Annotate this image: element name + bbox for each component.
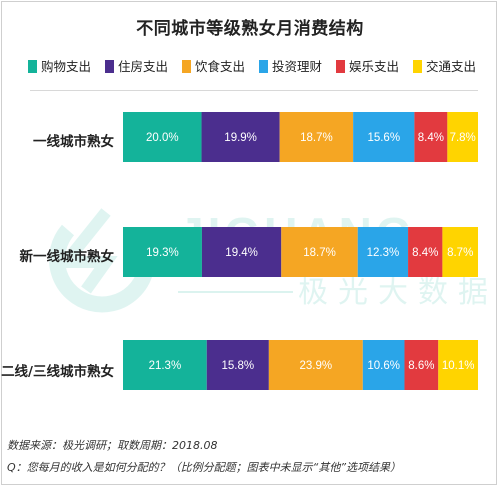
legend-label-entertainment: 娱乐支出 — [349, 59, 400, 74]
bar-segment-new-tier1-housing — [201, 227, 282, 277]
bar-segment-tier2-3-food — [268, 340, 363, 390]
legend-swatch-housing — [105, 60, 114, 73]
legend-label-transport: 交通支出 — [426, 59, 477, 74]
data-label-new-tier1-investment: 12.3% — [367, 247, 400, 259]
legend: 购物支出 住房支出 饮食支出 投资理财 娱乐支出 交通支出 — [28, 58, 488, 78]
category-label-tier2-3: 二线/三线城市熟女 — [1, 364, 114, 380]
data-label-tier1-shopping: 20.0% — [146, 132, 179, 144]
chart-title: 不同城市等级熟女月消费结构 — [136, 19, 364, 39]
data-label-new-tier1-housing: 19.4% — [225, 247, 258, 259]
data-label-tier2-3-transport: 10.1% — [442, 360, 475, 372]
bar-segment-new-tier1-food — [281, 227, 358, 277]
legend-swatch-entertainment — [336, 60, 345, 73]
data-label-tier2-3-food: 23.9% — [300, 360, 333, 372]
data-label-new-tier1-transport: 8.7% — [447, 247, 473, 259]
bar-segment-new-tier1-investment — [357, 227, 409, 277]
bar-segment-new-tier1-entertainment — [408, 227, 443, 277]
survey-question-note: Q：您每月的收入是如何分配的？（比例分配题；图表中未显示“其他”选项结果） — [7, 461, 402, 474]
bar-segment-tier2-3-investment — [362, 340, 405, 390]
bar-segment-tier1-housing — [201, 112, 280, 162]
data-label-tier1-housing: 19.9% — [224, 132, 257, 144]
legend-divider — [30, 90, 478, 91]
data-label-tier2-3-investment: 10.6% — [367, 360, 400, 372]
data-label-tier1-investment: 15.6% — [367, 132, 400, 144]
data-label-tier1-transport: 7.8% — [450, 132, 476, 144]
data-label-new-tier1-entertainment: 8.4% — [412, 247, 438, 259]
bar-segment-tier2-3-shopping — [123, 340, 207, 390]
bar-segment-new-tier1-transport — [442, 227, 478, 277]
bar-segment-tier1-food — [279, 112, 354, 162]
legend-swatch-transport — [413, 60, 422, 73]
data-label-new-tier1-food: 18.7% — [303, 247, 336, 259]
bar-segment-tier2-3-transport — [438, 340, 478, 390]
legend-label-housing: 住房支出 — [118, 59, 169, 74]
legend-label-food: 饮食支出 — [195, 59, 246, 74]
data-label-new-tier1-shopping: 19.3% — [146, 247, 179, 259]
bar-segment-tier1-entertainment — [414, 112, 448, 162]
bar-segment-tier1-shopping — [123, 112, 202, 162]
category-label-new-tier1: 新一线城市熟女 — [19, 249, 115, 265]
bar-segment-tier2-3-housing — [206, 340, 269, 390]
data-label-tier1-food: 18.7% — [300, 132, 333, 144]
legend-swatch-shopping — [28, 60, 37, 73]
legend-swatch-food — [182, 60, 191, 73]
data-source-note: 数据来源：极光调研；取数周期：2018.08 — [7, 439, 218, 452]
legend-label-shopping: 购物支出 — [41, 59, 92, 74]
category-label-tier1: 一线城市熟女 — [33, 134, 114, 150]
bar-segment-new-tier1-shopping — [123, 227, 202, 277]
data-label-tier1-entertainment: 8.4% — [418, 132, 444, 144]
data-label-tier2-3-housing: 15.8% — [221, 360, 254, 372]
bar-segment-tier1-investment — [353, 112, 415, 162]
bar-segment-tier2-3-entertainment — [404, 340, 439, 390]
data-label-tier2-3-entertainment: 8.6% — [408, 360, 434, 372]
bar-segment-tier1-transport — [447, 112, 478, 162]
legend-swatch-investment — [259, 60, 268, 73]
data-label-tier2-3-shopping: 21.3% — [149, 360, 182, 372]
legend-label-investment: 投资理财 — [272, 59, 323, 74]
